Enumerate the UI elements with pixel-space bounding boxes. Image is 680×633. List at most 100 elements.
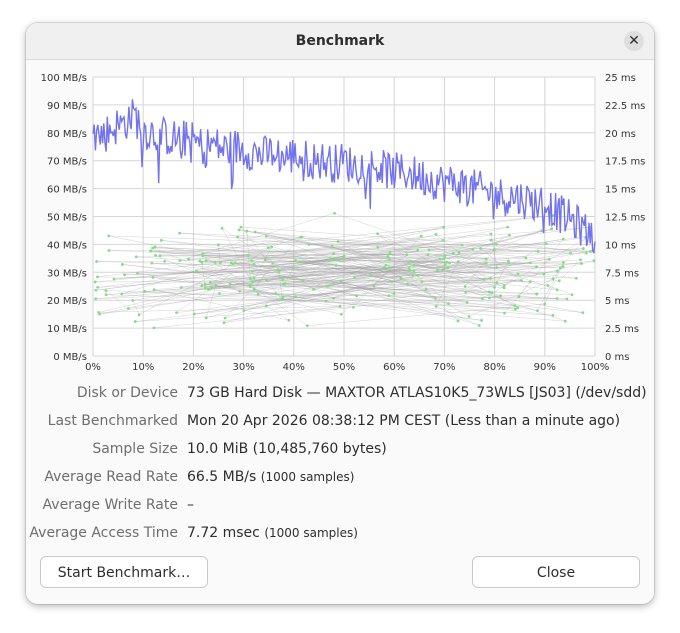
- access-time-point: [331, 282, 335, 285]
- access-time-point: [136, 271, 139, 275]
- access-seek-line: [155, 246, 558, 291]
- access-time-point: [477, 324, 481, 327]
- access-time-point: [561, 265, 565, 268]
- access-time-point: [187, 257, 190, 261]
- access-time-point: [287, 318, 291, 322]
- access-seek-line: [99, 262, 447, 315]
- x-tick-label: 40%: [283, 362, 305, 373]
- access-time-point: [438, 257, 442, 261]
- access-time-point: [104, 293, 108, 297]
- access-seek-line: [489, 291, 515, 306]
- access-time-point: [208, 280, 212, 284]
- access-time-point: [442, 225, 446, 229]
- access-time-point: [503, 311, 506, 315]
- access-time-point: [329, 257, 333, 261]
- access-time-point: [565, 297, 569, 301]
- access-seek-line: [559, 259, 581, 281]
- access-seek-line: [265, 247, 378, 261]
- access-time-point: [104, 289, 108, 292]
- access-time-point: [406, 282, 409, 286]
- access-seek-line: [258, 262, 509, 295]
- access-time-point: [238, 289, 242, 293]
- access-time-point: [451, 251, 455, 255]
- access-time-point: [493, 248, 496, 251]
- access-time-point: [93, 280, 97, 284]
- y-left-tick-label: 30 MB/s: [47, 268, 87, 279]
- close-icon[interactable]: ✕: [624, 31, 644, 51]
- title-bar: Benchmark ✕: [26, 23, 654, 60]
- access-time-point: [563, 319, 567, 323]
- access-time-point: [252, 276, 256, 280]
- access-time-point: [457, 251, 461, 255]
- access-seek-line: [161, 240, 554, 280]
- access-seek-line: [150, 250, 344, 259]
- access-time-point: [94, 288, 98, 292]
- access-time-point: [388, 251, 392, 255]
- access-time-point: [203, 283, 207, 286]
- access-time-point: [427, 248, 431, 252]
- access-time-point: [312, 287, 315, 291]
- access-seek-line: [480, 248, 539, 252]
- access-seek-line: [277, 244, 463, 270]
- access-time-point: [281, 278, 285, 282]
- access-time-point: [334, 264, 338, 267]
- access-time-point: [107, 249, 111, 252]
- last-benchmarked-value: Mon 20 Apr 2026 08:38:12 PM CEST (Less t…: [187, 413, 621, 429]
- access-time-point: [264, 234, 268, 238]
- access-time-point: [163, 259, 167, 263]
- access-time-point: [369, 274, 373, 278]
- access-time-point: [528, 280, 532, 284]
- access-seek-line: [132, 259, 390, 301]
- access-seek-line: [206, 285, 217, 318]
- access-time-point: [332, 252, 336, 256]
- access-time-point: [342, 254, 346, 258]
- access-seek-line: [490, 239, 587, 254]
- access-time-point: [248, 277, 252, 280]
- access-time-point: [589, 250, 592, 254]
- access-time-point: [502, 284, 506, 288]
- access-time-point: [405, 253, 409, 257]
- access-time-point: [195, 269, 198, 273]
- access-time-point: [488, 277, 492, 280]
- access-time-point: [487, 296, 491, 300]
- access-time-point: [446, 266, 450, 270]
- access-seek-line: [334, 213, 558, 291]
- access-time-point: [535, 265, 538, 269]
- access-seek-line: [253, 265, 387, 279]
- access-time-point: [507, 261, 511, 265]
- access-seek-line: [268, 247, 449, 304]
- access-time-point: [209, 287, 213, 290]
- access-seek-line: [407, 230, 542, 285]
- access-time-point: [223, 316, 227, 320]
- access-time-point: [542, 272, 546, 276]
- access-seek-line: [208, 289, 341, 307]
- access-time-number: 7.72 msec: [187, 525, 260, 541]
- access-time-point: [204, 316, 208, 320]
- access-time-point: [547, 257, 551, 261]
- y-right-tick-label: 15 ms: [605, 185, 636, 196]
- start-benchmark-button[interactable]: Start Benchmark…: [40, 556, 208, 588]
- y-left-tick-label: 60 MB/s: [47, 185, 87, 196]
- access-time-point: [482, 277, 486, 281]
- access-time-point: [154, 253, 157, 257]
- access-time-point: [528, 261, 532, 265]
- average-write-rate-label: Average Write Rate: [42, 497, 178, 513]
- access-time-point: [536, 309, 539, 313]
- access-time-point: [294, 295, 297, 298]
- access-time-point: [96, 275, 99, 279]
- access-time-point: [149, 249, 153, 253]
- access-time-point: [416, 248, 420, 252]
- close-button[interactable]: Close: [472, 556, 640, 588]
- access-seek-line: [237, 236, 468, 303]
- access-time-point: [489, 232, 493, 236]
- access-time-point: [460, 243, 464, 247]
- access-time-point: [126, 307, 130, 310]
- access-time-point: [570, 293, 574, 297]
- x-tick-label: 20%: [182, 362, 204, 373]
- access-time-point: [569, 251, 572, 255]
- access-seek-line: [254, 238, 564, 290]
- access-seek-line: [201, 244, 463, 263]
- access-time-point: [399, 276, 403, 280]
- access-seek-line: [128, 248, 584, 309]
- access-seek-line: [176, 260, 594, 313]
